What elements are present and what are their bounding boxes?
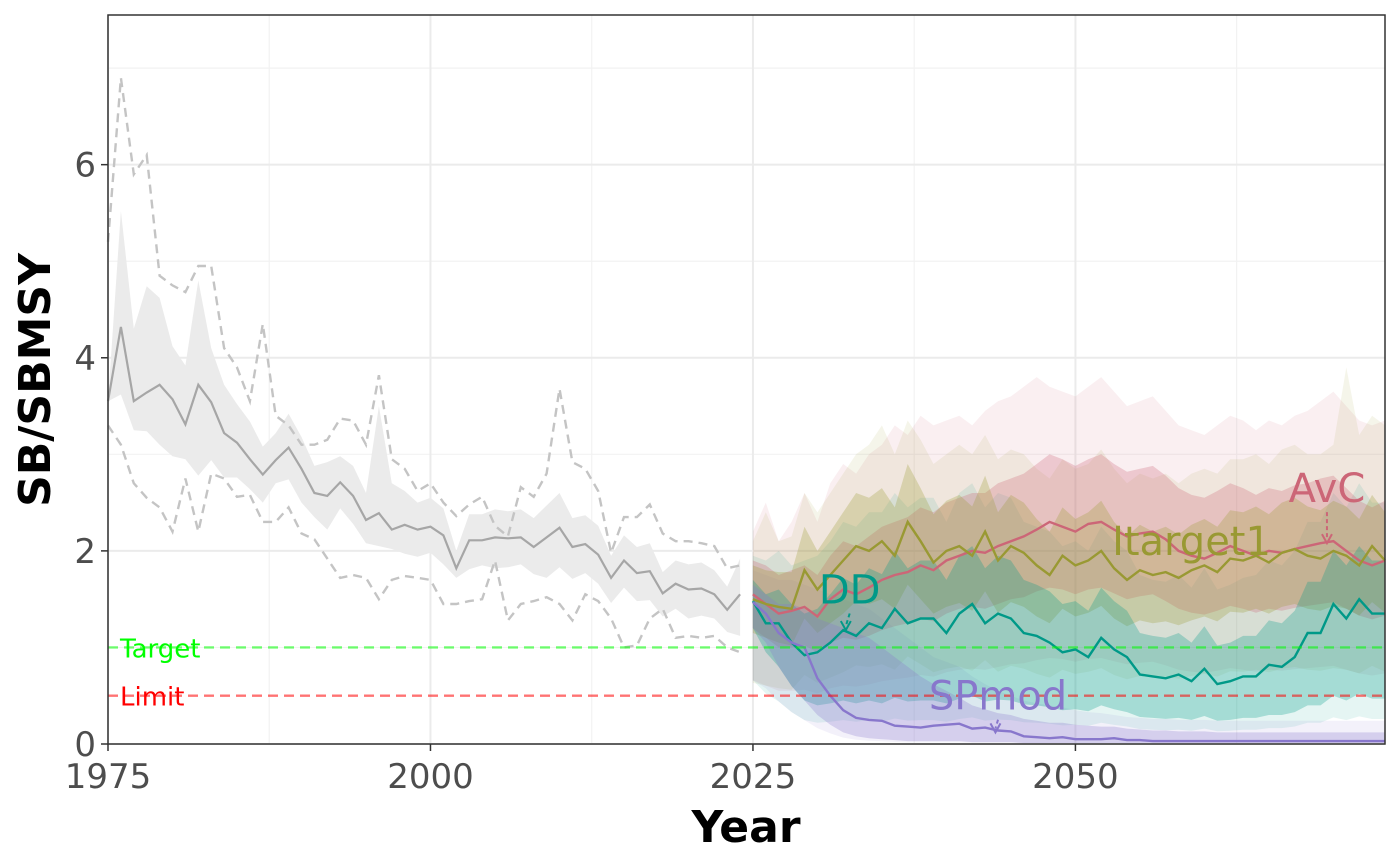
historical-sample-1 xyxy=(106,77,741,570)
y-axis-title: SB/SBMSY xyxy=(10,252,61,507)
y-tick-label: 2 xyxy=(74,532,96,572)
band-inner-itarget1 xyxy=(752,464,1385,646)
y-tick-label: 6 xyxy=(74,146,96,186)
arrowhead-avc xyxy=(1321,533,1333,546)
label-spmod: SPmod xyxy=(929,674,1067,720)
historical-layer xyxy=(106,77,741,654)
projection-layer xyxy=(751,367,1386,744)
historical-median-line xyxy=(106,326,741,612)
label-itarget1: Itarget1 xyxy=(1112,519,1271,565)
historical-band xyxy=(108,211,741,636)
x-axis-title: Year xyxy=(690,802,800,853)
panel-border xyxy=(107,14,1386,745)
band-inner-spmod xyxy=(752,584,1385,743)
arrow-dd xyxy=(844,613,851,627)
y-axis: 0 2 4 6 xyxy=(74,146,108,765)
reference-lines: Target Limit xyxy=(108,634,1385,713)
x-tick-label: 2000 xyxy=(387,757,474,797)
label-dd: DD xyxy=(819,568,881,614)
band-inner-avc xyxy=(752,454,1385,653)
band-outer-spmod xyxy=(752,570,1385,744)
arrowhead-spmod xyxy=(989,722,1002,735)
ref-label-limit: Limit xyxy=(120,683,184,713)
line-itarget1 xyxy=(752,519,1386,611)
arrow-spmod xyxy=(994,719,999,729)
arrowhead-dd xyxy=(839,620,852,633)
label-avc: AvC xyxy=(1289,466,1366,512)
panel-background xyxy=(108,15,1385,744)
line-dd xyxy=(751,597,1385,686)
line-spmod xyxy=(752,601,1385,743)
x-axis: 1975 2000 2025 2050 xyxy=(65,744,1119,797)
y-tick-label: 0 xyxy=(74,725,96,765)
band-inner-dd xyxy=(752,546,1385,721)
x-tick-label: 2025 xyxy=(710,757,797,797)
ref-label-target: Target xyxy=(119,634,200,664)
x-tick-label: 2050 xyxy=(1032,757,1119,797)
line-avc xyxy=(752,520,1386,619)
x-tick-label: 1975 xyxy=(65,757,152,797)
band-outer-avc xyxy=(752,377,1385,694)
method-labels: AvC Itarget1 DD SPmod xyxy=(819,466,1366,735)
y-tick-label: 4 xyxy=(74,339,96,379)
historical-sample-2 xyxy=(107,424,741,654)
band-outer-dd xyxy=(752,483,1385,732)
